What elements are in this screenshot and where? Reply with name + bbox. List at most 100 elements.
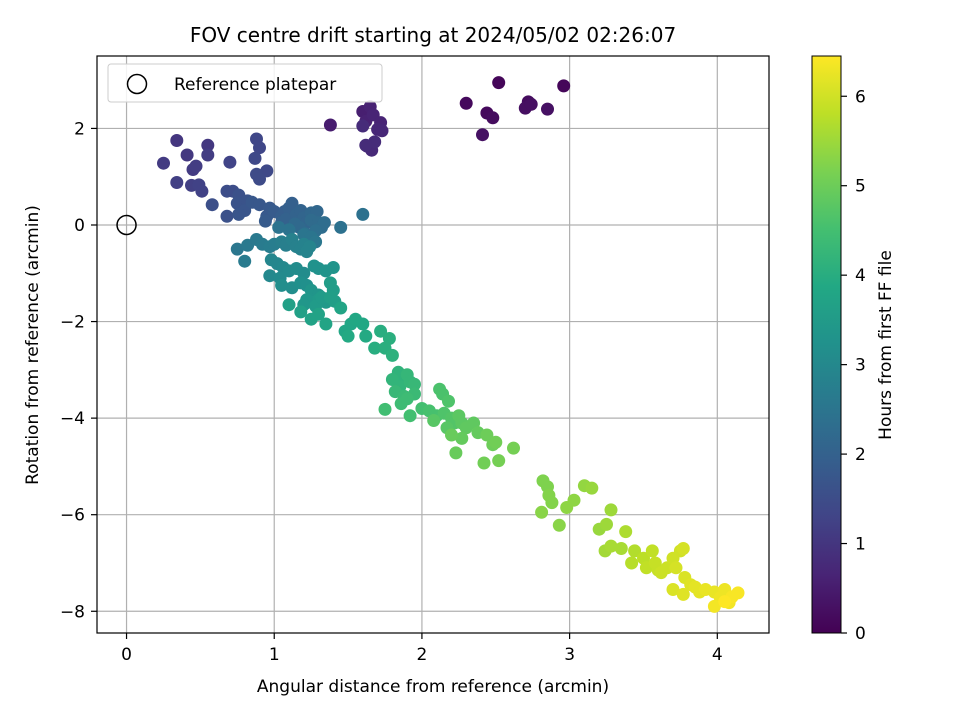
data-point <box>557 79 571 93</box>
grid <box>97 56 769 633</box>
data-point <box>645 544 659 558</box>
data-point <box>385 348 399 362</box>
data-point <box>323 118 337 132</box>
data-point <box>303 240 317 254</box>
data-point <box>253 198 266 212</box>
y-tick-label: −6 <box>60 506 85 526</box>
data-point <box>312 307 325 321</box>
x-tick-label: 1 <box>269 645 280 665</box>
data-point <box>628 544 642 558</box>
data-point <box>326 261 340 274</box>
data-point <box>258 214 272 228</box>
data-point <box>378 402 392 416</box>
data-point <box>676 587 690 601</box>
data-point <box>442 394 455 408</box>
data-point <box>619 525 633 539</box>
colorbar: 0 1 2 3 4 5 6 Hours from first FF file <box>811 55 896 644</box>
data-point <box>375 124 389 138</box>
y-tick-label: 2 <box>74 119 85 139</box>
data-point <box>585 481 599 495</box>
data-point <box>408 377 421 391</box>
data-point <box>170 134 184 147</box>
y-axis-label: Rotation from reference (arcmin) <box>23 205 43 485</box>
plot-frame <box>96 55 770 634</box>
data-point <box>718 595 732 609</box>
data-point <box>666 583 680 596</box>
data-point <box>567 493 581 507</box>
data-point <box>180 148 194 162</box>
colorbar-tick-label: 2 <box>855 445 866 465</box>
data-point <box>477 456 491 470</box>
data-point <box>625 556 639 570</box>
y-axis-ticks: −8 −6 −4 −2 0 2 <box>60 119 97 622</box>
data-point <box>272 220 286 234</box>
data-point <box>341 329 355 343</box>
data-point <box>230 242 244 256</box>
data-point <box>524 97 538 111</box>
data-point <box>427 414 441 427</box>
data-point <box>492 454 506 468</box>
data-point <box>676 542 690 555</box>
data-points <box>157 76 745 613</box>
data-point <box>195 184 209 198</box>
data-point <box>400 392 414 406</box>
colorbar-tick-label: 5 <box>855 177 866 197</box>
x-tick-label: 2 <box>417 645 428 665</box>
y-tick-label: −2 <box>60 313 85 333</box>
colorbar-tick-label: 0 <box>855 624 866 644</box>
data-point <box>223 155 237 169</box>
data-point <box>455 431 469 445</box>
x-axis-label: Angular distance from reference (arcmin) <box>257 677 609 697</box>
x-tick-label: 4 <box>712 645 723 665</box>
legend-label: Reference platepar <box>174 75 336 95</box>
y-tick-label: −8 <box>60 602 85 622</box>
data-point <box>356 317 370 331</box>
data-point <box>507 441 520 455</box>
data-point <box>315 290 328 304</box>
y-tick-label: −4 <box>60 409 85 429</box>
data-point <box>334 220 348 234</box>
data-point <box>285 196 299 210</box>
data-point <box>403 409 417 423</box>
data-point <box>201 138 215 152</box>
legend-marker <box>126 73 148 95</box>
data-point <box>535 505 549 519</box>
colorbar-tick-label: 6 <box>855 87 866 107</box>
data-point <box>368 341 382 355</box>
data-point <box>334 301 348 315</box>
data-point <box>545 496 559 510</box>
data-point <box>614 542 628 555</box>
data-point <box>604 503 618 517</box>
data-point <box>604 539 618 553</box>
data-point <box>317 216 331 230</box>
colorbar-gradient <box>811 55 842 634</box>
data-point <box>319 317 333 331</box>
data-point <box>600 517 613 531</box>
data-point <box>282 298 296 312</box>
colorbar-tick-label: 1 <box>855 535 866 555</box>
data-point <box>238 254 252 268</box>
data-point <box>445 428 458 442</box>
data-point <box>294 305 308 319</box>
data-point <box>489 435 503 449</box>
x-axis-ticks: 0 1 2 3 4 <box>121 633 723 665</box>
data-point <box>476 128 489 142</box>
data-point <box>541 102 554 116</box>
colorbar-ticks: 0 1 2 3 4 5 6 <box>841 87 866 644</box>
colorbar-tick-label: 3 <box>855 356 866 376</box>
data-point <box>359 138 373 152</box>
data-point <box>189 159 203 173</box>
legend-box <box>107 63 383 103</box>
data-point <box>552 518 566 532</box>
data-point <box>201 148 215 162</box>
x-tick-label: 0 <box>121 645 132 665</box>
colorbar-tick-label: 4 <box>855 266 866 286</box>
data-point <box>275 278 289 292</box>
data-point <box>374 324 388 338</box>
colorbar-label: Hours from first FF file <box>876 250 896 440</box>
data-point <box>459 96 473 110</box>
legend: Reference platepar <box>107 63 383 103</box>
data-point <box>359 329 373 343</box>
data-point <box>669 561 683 575</box>
data-point <box>731 586 745 600</box>
